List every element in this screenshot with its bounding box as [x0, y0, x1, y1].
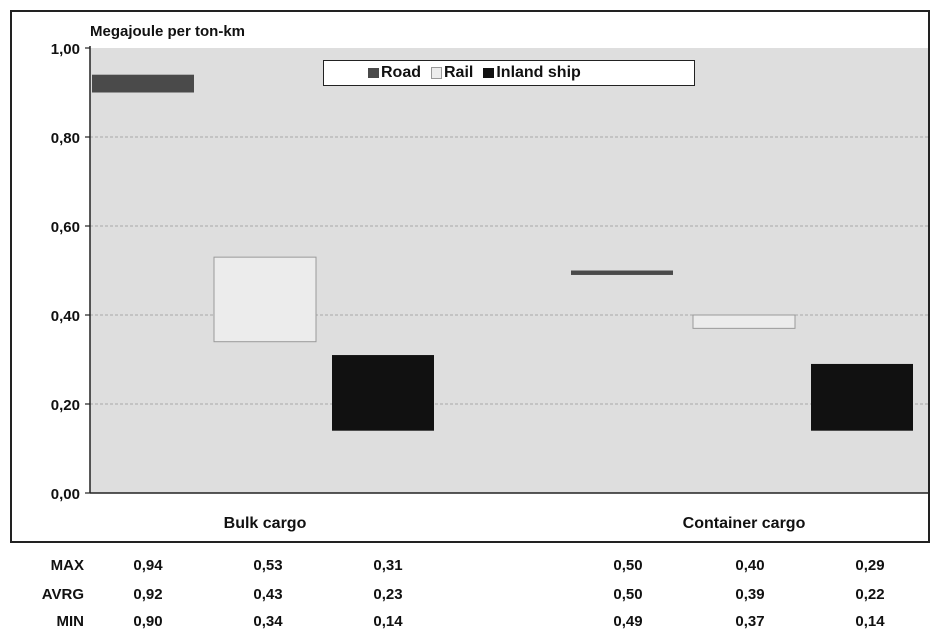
- table-cell: 0,34: [253, 613, 283, 630]
- table-cell: 0,22: [855, 586, 885, 603]
- legend-item-rail: Rail: [431, 64, 473, 82]
- category-labels: Bulk cargo Container cargo: [224, 515, 806, 532]
- legend: Road Rail Inland ship: [323, 60, 695, 86]
- table-row-avrg: AVRG 0,92 0,43 0,23 0,50 0,39 0,22: [0, 586, 943, 608]
- bar-rail: [213, 256, 317, 343]
- table-cell: 0,14: [373, 613, 403, 630]
- table-cell: 0,49: [613, 613, 643, 630]
- legend-label-rail: Rail: [444, 64, 474, 81]
- table-cell: 0,92: [133, 586, 163, 603]
- category-label: Container cargo: [683, 515, 806, 532]
- table-cell: 0,39: [735, 586, 765, 603]
- table-cell: 0,43: [253, 586, 283, 603]
- table-cell: 0,37: [735, 613, 765, 630]
- row-label-min: MIN: [56, 613, 85, 630]
- gridlines: [85, 47, 928, 494]
- bars: [92, 74, 913, 431]
- y-axis-label: Megajoule per ton-km: [90, 23, 245, 40]
- table-cell: 0,94: [133, 557, 163, 574]
- table-cell: 0,14: [855, 613, 885, 630]
- row-label-max: MAX: [50, 557, 84, 574]
- y-tick-label: 0,80: [51, 130, 80, 147]
- y-tick-label: 0,60: [51, 219, 80, 236]
- table-cell: 0,50: [613, 557, 643, 574]
- y-tick-label: 1,00: [51, 41, 80, 58]
- bar-rail: [692, 314, 796, 329]
- y-tick-labels: 0,00 0,20 0,40 0,60 0,80 1,00: [51, 41, 80, 503]
- table-cell: 0,50: [613, 586, 643, 603]
- y-tick-label: 0,00: [51, 486, 80, 503]
- road-swatch-icon: [368, 68, 379, 78]
- table-cell: 0,29: [855, 557, 885, 574]
- rail-swatch-icon: [431, 67, 442, 79]
- legend-label-road: Road: [381, 64, 421, 81]
- table-cell: 0,40: [735, 557, 765, 574]
- inland-ship-swatch-icon: [483, 68, 495, 78]
- legend-label-inland-ship: Inland ship: [496, 64, 581, 81]
- bar-inland-ship: [332, 355, 434, 431]
- table-cell: 0,31: [373, 557, 403, 574]
- bar-road: [92, 74, 194, 93]
- table-row-min: MIN 0,90 0,34 0,14 0,49 0,37 0,14: [0, 613, 943, 635]
- legend-item-road: Road: [368, 64, 421, 82]
- y-tick-label: 0,40: [51, 308, 80, 325]
- axes: [89, 46, 928, 494]
- row-label-avrg: AVRG: [41, 586, 84, 603]
- bar-inland-ship: [811, 363, 913, 431]
- legend-item-inland-ship: Inland ship: [483, 64, 581, 82]
- category-label: Bulk cargo: [224, 515, 307, 532]
- table-cell: 0,53: [253, 557, 283, 574]
- y-tick-label: 0,20: [51, 397, 80, 414]
- values-table: MAX 0,94 0,53 0,31 0,50 0,40 0,29 AVRG 0…: [0, 549, 943, 637]
- table-cell: 0,23: [373, 586, 403, 603]
- table-cell: 0,90: [133, 613, 163, 630]
- table-row-max: MAX 0,94 0,53 0,31 0,50 0,40 0,29: [0, 557, 943, 579]
- bar-road: [571, 270, 673, 275]
